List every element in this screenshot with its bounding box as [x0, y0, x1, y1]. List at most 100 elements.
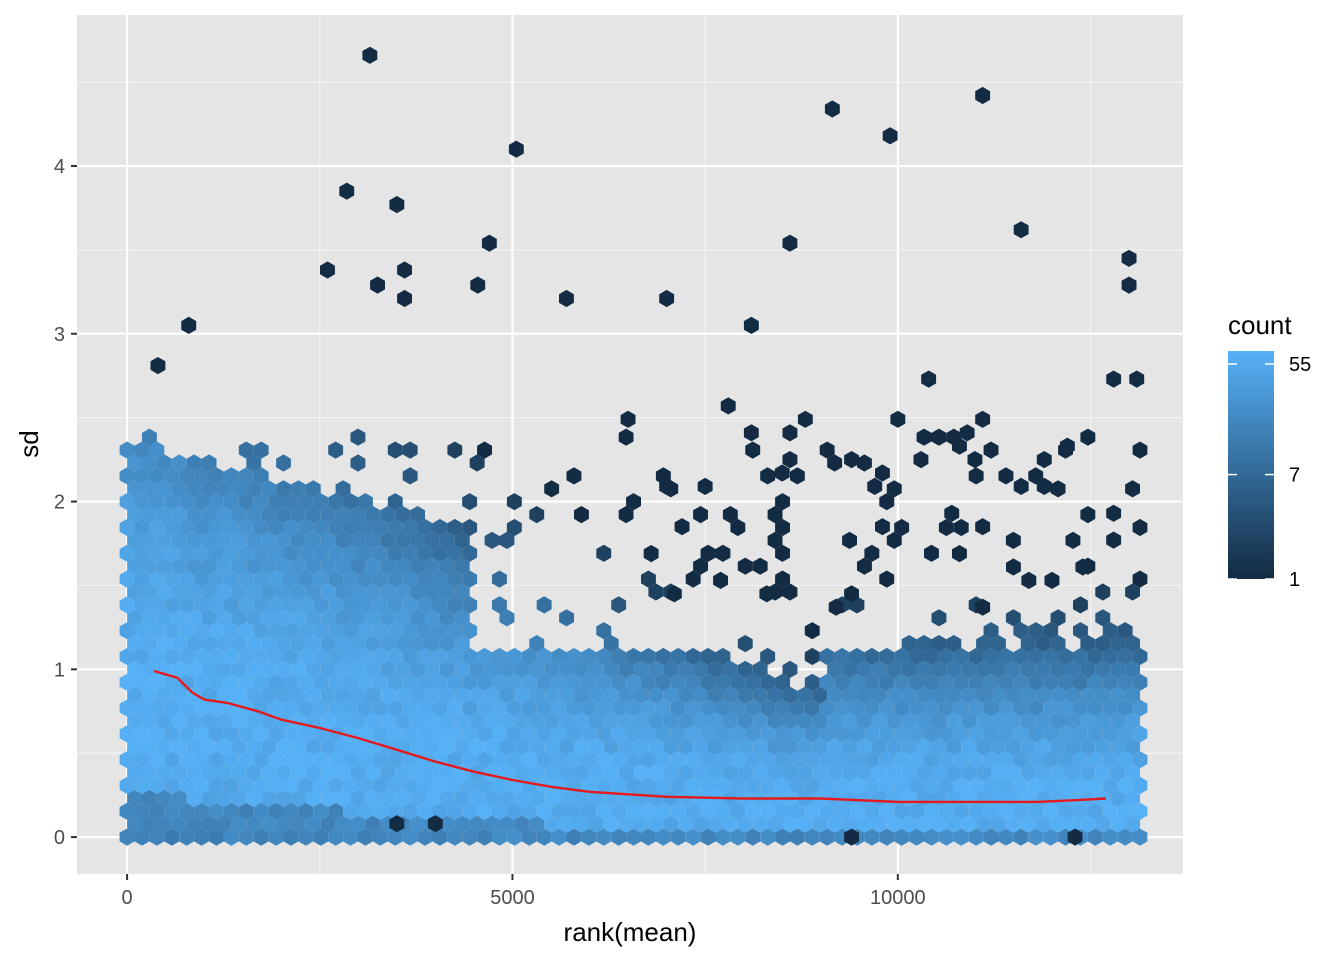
hex-bin [283, 596, 299, 614]
hex-bin [827, 738, 843, 756]
hex-bin [648, 789, 664, 807]
hex-bin [1005, 686, 1021, 704]
hex-bin [439, 789, 455, 807]
hex-bin [544, 815, 560, 833]
hex-bin [559, 789, 574, 807]
hex-bin [261, 531, 277, 549]
hex-bin [760, 647, 776, 666]
hex-bin [633, 712, 649, 730]
hex-bin [186, 660, 202, 678]
hex-bin [693, 764, 708, 782]
hex-bin [834, 699, 850, 717]
hex-bin [708, 686, 723, 704]
hex-bin [149, 673, 165, 691]
hex-bin [387, 596, 403, 614]
hex-bin [976, 660, 991, 678]
hex-bin [305, 609, 321, 627]
hex-bin [134, 647, 150, 666]
hex-bin [171, 609, 187, 627]
hex-bin [946, 686, 962, 704]
hex-bin [708, 738, 723, 756]
hex-bin [663, 815, 679, 833]
hex-bin [1125, 583, 1140, 601]
hex-bin [991, 635, 1006, 653]
hex-bin [268, 699, 284, 717]
hex-bin [767, 686, 783, 704]
hex-bin [849, 751, 865, 769]
hex-bin [1058, 802, 1073, 820]
hex-bin [134, 776, 150, 795]
outlier-hex [1006, 558, 1021, 576]
hex-bin [387, 673, 403, 691]
hex-bin [670, 725, 686, 743]
hex-bin [216, 583, 232, 601]
hex-bin [253, 776, 269, 795]
hex-bin [320, 609, 336, 627]
hex-bin [909, 699, 924, 717]
hex-bin [127, 712, 142, 730]
hex-bin [1132, 725, 1148, 743]
hex-bin [730, 699, 746, 717]
hex-bin [1117, 647, 1133, 666]
legend: count 1 7 55 [1228, 310, 1311, 591]
hex-bin [700, 544, 716, 562]
hex-bin [134, 828, 150, 846]
hex-bin [268, 776, 284, 795]
hex-bin [1005, 712, 1021, 730]
hex-bin [998, 699, 1014, 717]
hex-bin [246, 557, 262, 575]
hex-bin [544, 660, 560, 678]
hex-bin [134, 544, 150, 562]
hex-bin [134, 518, 150, 537]
outlier-hex [713, 571, 728, 589]
hex-bin [484, 660, 500, 678]
hex-bin [469, 815, 485, 833]
hex-bin [179, 776, 195, 795]
hex-bin [358, 570, 373, 588]
hex-bin [372, 518, 388, 537]
hex-bin [149, 699, 165, 717]
hex-bin [238, 596, 254, 614]
hex-bin [1102, 828, 1118, 846]
hex-bin [685, 828, 701, 846]
hex-bin [1125, 712, 1140, 730]
hex-bin [968, 673, 984, 691]
outlier-hex [481, 234, 497, 252]
hex-bin [1073, 596, 1088, 614]
hex-bin [387, 518, 403, 537]
hex-bin [1117, 699, 1133, 717]
hex-bin [901, 815, 917, 833]
hex-bin [1065, 660, 1081, 678]
hex-bin [335, 815, 351, 833]
outlier-hex [674, 518, 690, 536]
hex-bin [1050, 686, 1066, 704]
hex-bin [1050, 635, 1066, 653]
hex-bin [350, 789, 366, 807]
hex-bin [983, 828, 999, 846]
y-tick-label: 0 [54, 827, 65, 849]
hex-bin [454, 712, 470, 730]
hex-bin [879, 802, 895, 820]
hex-bin [1058, 673, 1073, 691]
hex-bin [529, 506, 545, 524]
hex-bin [372, 699, 388, 717]
hex-bin [417, 647, 433, 666]
hex-bin [484, 686, 500, 704]
hex-bin [1132, 828, 1148, 846]
hex-bin [298, 493, 314, 511]
hex-bin [134, 596, 150, 614]
hex-bin [119, 802, 135, 820]
hex-bin [298, 725, 314, 743]
hex-bin [700, 725, 716, 743]
hex-bin [253, 751, 269, 769]
hex-bin [164, 622, 180, 640]
hex-bin [722, 764, 738, 782]
hex-bin [290, 686, 306, 704]
hex-bin [685, 699, 701, 717]
hex-bin [186, 480, 202, 498]
hex-bin [953, 673, 969, 691]
outlier-hex [397, 261, 412, 279]
hex-bin [454, 635, 470, 653]
hex-bin [186, 506, 202, 524]
hex-bin [462, 776, 478, 795]
